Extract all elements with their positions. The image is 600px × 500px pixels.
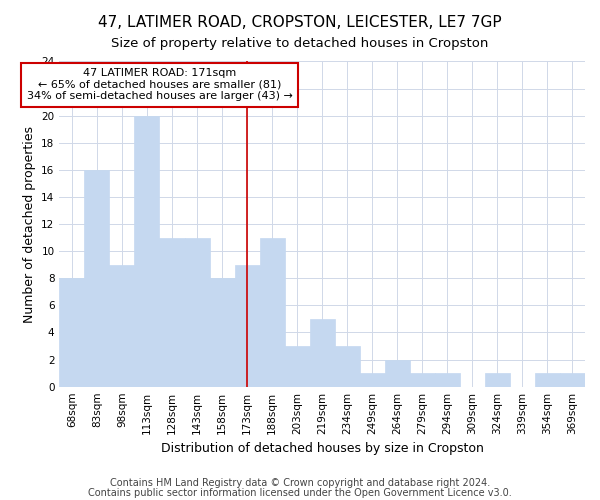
Bar [310, 319, 335, 386]
Bar [410, 373, 435, 386]
Bar [160, 238, 185, 386]
Bar [235, 264, 260, 386]
Bar [385, 360, 410, 386]
Text: 47, LATIMER ROAD, CROPSTON, LEICESTER, LE7 7GP: 47, LATIMER ROAD, CROPSTON, LEICESTER, L… [98, 15, 502, 30]
Bar [260, 238, 284, 386]
Bar [335, 346, 360, 387]
Text: Contains public sector information licensed under the Open Government Licence v3: Contains public sector information licen… [88, 488, 512, 498]
X-axis label: Distribution of detached houses by size in Cropston: Distribution of detached houses by size … [161, 442, 484, 455]
Bar [485, 373, 510, 386]
Bar [134, 116, 160, 386]
Bar [85, 170, 109, 386]
Bar [109, 264, 134, 386]
Text: Size of property relative to detached houses in Cropston: Size of property relative to detached ho… [112, 38, 488, 51]
Bar [435, 373, 460, 386]
Y-axis label: Number of detached properties: Number of detached properties [23, 126, 35, 322]
Text: 47 LATIMER ROAD: 171sqm
← 65% of detached houses are smaller (81)
34% of semi-de: 47 LATIMER ROAD: 171sqm ← 65% of detache… [26, 68, 292, 102]
Bar [185, 238, 209, 386]
Bar [59, 278, 85, 386]
Bar [560, 373, 585, 386]
Bar [284, 346, 310, 387]
Bar [360, 373, 385, 386]
Bar [535, 373, 560, 386]
Bar [209, 278, 235, 386]
Text: Contains HM Land Registry data © Crown copyright and database right 2024.: Contains HM Land Registry data © Crown c… [110, 478, 490, 488]
